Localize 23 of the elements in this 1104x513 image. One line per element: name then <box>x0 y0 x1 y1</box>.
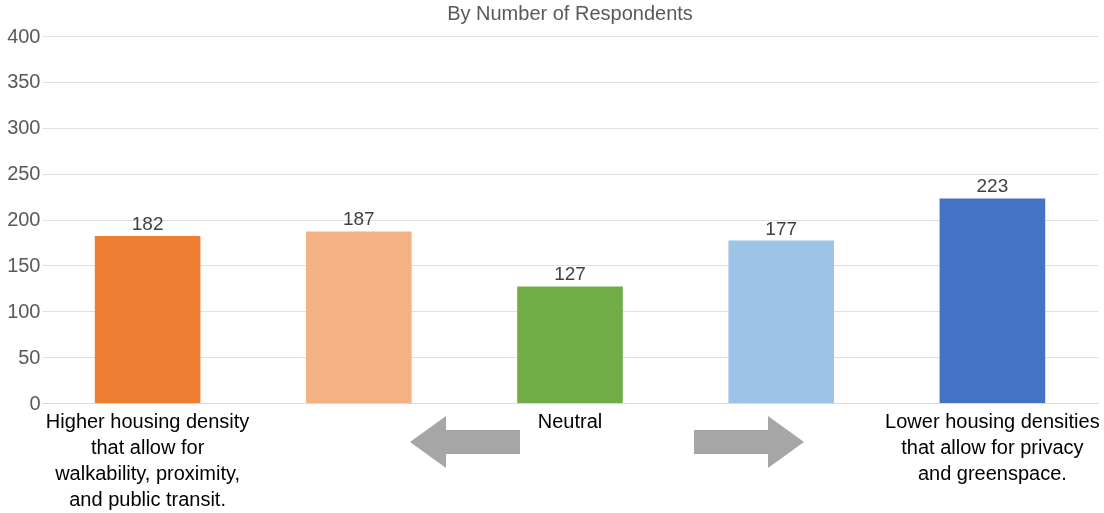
bar <box>94 236 201 403</box>
bar <box>728 240 834 403</box>
x-tick-label: Neutral <box>537 409 603 432</box>
y-tick-label: 150 <box>7 253 41 276</box>
data-label: 187 <box>342 208 375 230</box>
y-tick-label: 0 <box>29 391 41 414</box>
y-tick-label: 50 <box>18 345 41 368</box>
data-label: 182 <box>131 213 164 235</box>
chart-title: By Number of Respondents <box>447 2 693 24</box>
y-tick-label: 300 <box>7 116 41 139</box>
bar <box>517 286 623 403</box>
x-tick-label: Lower housing densities that allow for privacy and greenspace. <box>885 409 1100 484</box>
x-tick-label: Higher housing density that allow for walkability, proximity, and public transit. <box>45 409 250 510</box>
y-tick-label: 400 <box>7 24 41 47</box>
data-label: 127 <box>554 263 586 285</box>
bar <box>939 198 1046 403</box>
data-label: 223 <box>976 175 1009 197</box>
y-tick-label: 100 <box>7 299 41 322</box>
y-tick-label: 200 <box>7 208 41 230</box>
y-tick-label: 250 <box>7 162 41 185</box>
bar <box>306 231 412 403</box>
y-tick-label: 350 <box>7 70 41 93</box>
data-label: 177 <box>765 217 798 239</box>
